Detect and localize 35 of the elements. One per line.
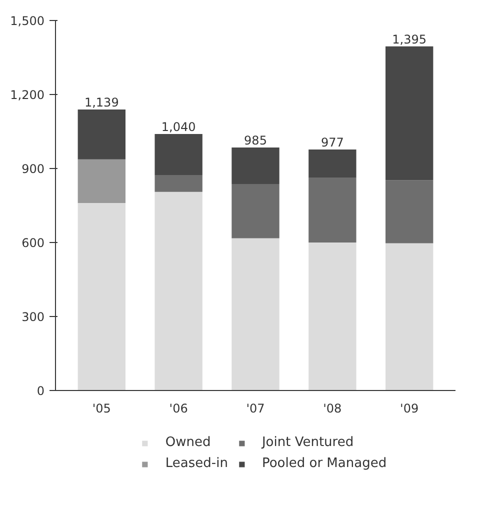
bar bbox=[78, 203, 126, 390]
bar bbox=[308, 242, 356, 390]
bar bbox=[308, 178, 356, 242]
legend-label: Leased-in bbox=[165, 456, 228, 471]
legend-label: Pooled or Managed bbox=[262, 456, 387, 471]
y-tick-label: 1,200 bbox=[10, 88, 45, 102]
bar bbox=[232, 238, 280, 390]
bar bbox=[232, 184, 280, 238]
y-tick-label: 300 bbox=[22, 310, 44, 324]
total-label: 1,139 bbox=[84, 96, 119, 110]
x-tick-label: '07 bbox=[246, 402, 265, 416]
x-tick-label: '08 bbox=[323, 402, 342, 416]
bar bbox=[386, 180, 434, 244]
legend-label: Joint Ventured bbox=[262, 435, 354, 450]
total-label: 1,395 bbox=[392, 32, 427, 46]
bar bbox=[232, 148, 280, 184]
bar bbox=[154, 192, 202, 390]
bar bbox=[154, 175, 202, 192]
y-tick-label: 900 bbox=[22, 162, 44, 176]
total-label: 985 bbox=[244, 134, 267, 148]
x-tick-label: '09 bbox=[400, 402, 419, 416]
bar bbox=[154, 134, 202, 176]
bar bbox=[386, 46, 434, 180]
y-tick-label: 0 bbox=[36, 384, 45, 398]
bar bbox=[386, 243, 434, 390]
y-tick-label: 600 bbox=[22, 236, 44, 250]
x-tick-label: '06 bbox=[169, 402, 188, 416]
total-label: 977 bbox=[320, 136, 344, 150]
bar bbox=[78, 110, 126, 160]
total-label: 1,040 bbox=[161, 120, 196, 134]
x-tick-label: '05 bbox=[92, 402, 111, 416]
y-tick-label: 1,500 bbox=[10, 14, 45, 28]
legend-label: Owned bbox=[165, 435, 211, 450]
bar bbox=[308, 150, 356, 178]
bar bbox=[78, 159, 126, 204]
